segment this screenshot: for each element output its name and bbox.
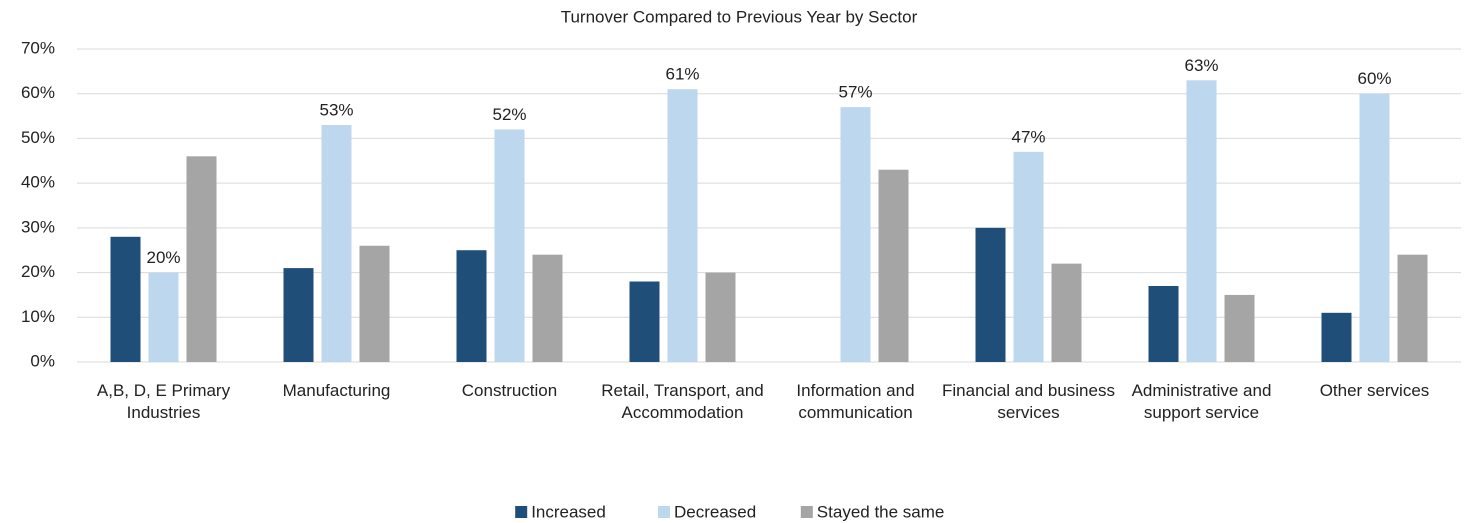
bar <box>148 272 179 362</box>
x-tick-label: A,B, D, E Primary Industries <box>96 381 231 422</box>
bar <box>1359 93 1390 362</box>
y-tick-label: 50% <box>21 128 55 147</box>
bar <box>283 268 314 362</box>
data-label: 47% <box>1011 127 1045 146</box>
y-tick-label: 30% <box>21 217 55 236</box>
bar <box>1148 285 1179 362</box>
legend-label: Increased <box>531 502 606 521</box>
bar <box>186 156 217 362</box>
bar <box>532 254 563 362</box>
bar <box>494 129 525 362</box>
bar <box>1051 263 1082 362</box>
legend-label: Decreased <box>674 502 756 521</box>
bar <box>878 169 909 362</box>
x-tick-label: Other services <box>1319 381 1430 400</box>
x-tick-label: Manufacturing <box>282 381 391 400</box>
bar <box>840 107 871 362</box>
data-label: 63% <box>1184 56 1218 75</box>
bar <box>667 89 698 362</box>
x-tick-label: Retail, Transport, and Accommodation <box>601 381 764 422</box>
bar <box>321 125 352 362</box>
bar <box>1224 294 1255 362</box>
y-tick-label: 0% <box>30 351 55 370</box>
y-tick-label: 20% <box>21 262 55 281</box>
data-label: 53% <box>319 100 353 119</box>
data-label: 57% <box>838 83 872 102</box>
bar <box>1397 254 1428 362</box>
data-label: 60% <box>1357 69 1391 88</box>
data-label: 52% <box>492 105 526 124</box>
bar <box>1186 80 1217 363</box>
bar <box>1013 151 1044 362</box>
legend-swatch <box>800 506 813 518</box>
legend-label: Stayed the same <box>817 502 945 521</box>
chart-title: Turnover Compared to Previous Year by Se… <box>561 7 918 26</box>
x-tick-label: Administrative and support service <box>1131 381 1272 422</box>
y-tick-label: 40% <box>21 173 55 192</box>
y-tick-label: 10% <box>21 307 55 326</box>
bar <box>1321 312 1352 362</box>
y-tick-label: 60% <box>21 83 55 102</box>
legend-swatch <box>515 506 528 518</box>
legend-swatch <box>658 506 670 518</box>
bar <box>629 281 660 362</box>
x-tick-label: Information and communication <box>796 381 915 422</box>
y-tick-label: 70% <box>21 38 55 57</box>
x-tick-label: Construction <box>461 381 558 400</box>
bar <box>110 236 141 362</box>
bar <box>975 227 1006 362</box>
x-tick-label: Financial and business services <box>942 381 1115 422</box>
data-label: 61% <box>665 65 699 84</box>
bar <box>359 245 390 362</box>
bar <box>456 250 487 362</box>
bar <box>705 272 736 362</box>
data-label: 20% <box>146 248 180 267</box>
